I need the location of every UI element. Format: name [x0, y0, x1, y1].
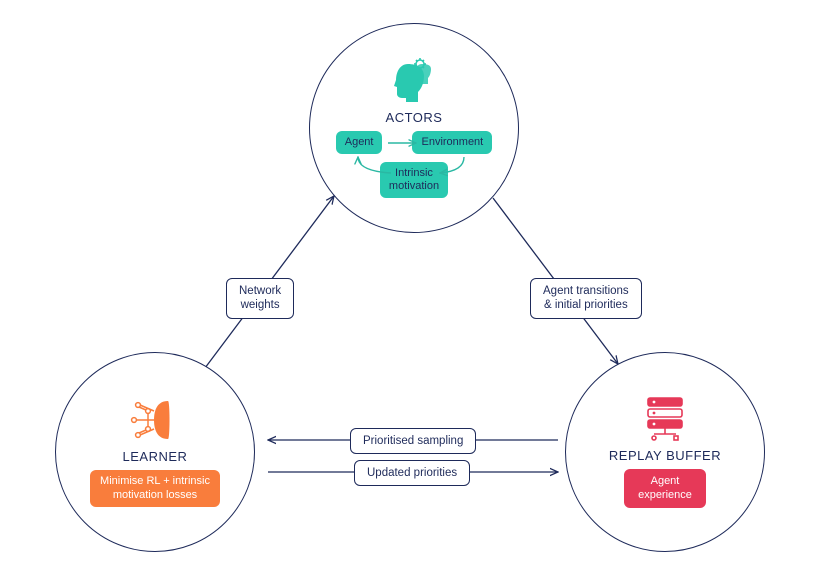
- pill-intrinsic-motivation: Intrinsicmotivation: [380, 162, 448, 198]
- edge-label-text: Prioritised sampling: [363, 435, 463, 447]
- edge-label-text: Agent transitions& initial priorities: [543, 285, 629, 311]
- edge-label-updated-priorities: Updated priorities: [354, 460, 470, 486]
- pill-agent-experience: Agentexperience: [624, 469, 706, 507]
- server-stack-icon: [640, 396, 690, 442]
- edge-label-prioritised-sampling: Prioritised sampling: [350, 428, 476, 454]
- node-learner: LEARNER Minimise RL + intrinsic motivati…: [55, 352, 255, 552]
- node-title-learner: LEARNER: [123, 449, 188, 464]
- node-actors: ACTORS Agent Environment Intrinsicmotiva…: [309, 23, 519, 233]
- pill-minimise-losses: Minimise RL + intrinsic motivation losse…: [90, 470, 220, 506]
- neural-net-icon: [128, 397, 182, 443]
- edge-label-agent-transitions: Agent transitions& initial priorities: [530, 278, 642, 319]
- node-title-replay: REPLAY BUFFER: [609, 448, 721, 463]
- pill-environment: Environment: [412, 131, 492, 154]
- edge-label-network-weights: Networkweights: [226, 278, 294, 319]
- node-title-actors: ACTORS: [386, 110, 443, 125]
- edge-label-text: Updated priorities: [367, 467, 457, 479]
- node-replay-buffer: REPLAY BUFFER Agentexperience: [565, 352, 765, 552]
- edge-label-text: Networkweights: [239, 285, 281, 311]
- pill-agent: Agent: [336, 131, 383, 154]
- head-gear-icon: [388, 58, 440, 104]
